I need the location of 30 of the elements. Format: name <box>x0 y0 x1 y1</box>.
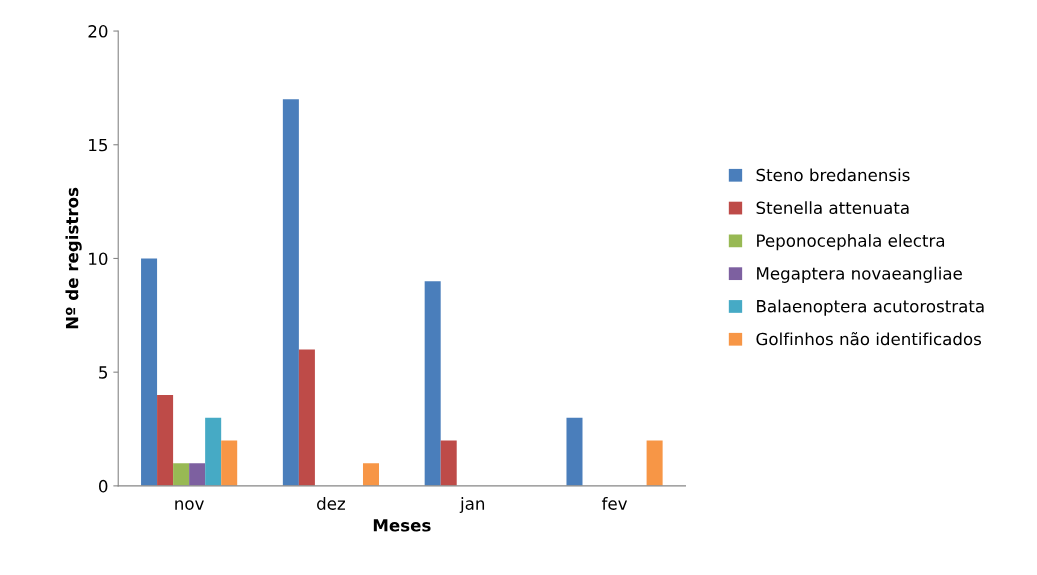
y-tick-label: 5 <box>99 366 108 379</box>
legend-label: Golfinhos não identificados <box>756 332 982 346</box>
legend-label: Megaptera novaeangliae <box>757 266 962 283</box>
bar <box>424 281 441 486</box>
x-tick-label: jan <box>459 496 485 514</box>
y-tick-label: 20 <box>88 25 108 38</box>
bar <box>141 258 158 486</box>
bar <box>566 417 583 486</box>
y-axis-title: Nº de registros <box>65 187 82 329</box>
bar <box>173 463 190 486</box>
bar <box>440 440 457 486</box>
y-tick-label: 10 <box>89 252 108 266</box>
legend-label: Peponocephala electra <box>757 234 945 251</box>
x-tick-label: nov <box>175 500 204 510</box>
y-tick-label: 15 <box>89 138 108 152</box>
bar <box>298 349 315 486</box>
bar <box>282 99 299 486</box>
bar <box>221 440 238 486</box>
bar <box>646 440 663 486</box>
x-tick-label: fev <box>601 496 628 510</box>
bar <box>157 394 174 486</box>
bar <box>189 463 206 486</box>
legend-label: Stenella attenuata <box>756 201 909 215</box>
legend-label: Balaenoptera acutorostrata <box>757 299 984 316</box>
x-tick-label: dez <box>317 496 346 510</box>
y-tick-label: 0 <box>98 479 108 493</box>
bar <box>362 463 380 486</box>
x-axis-title: Meses <box>373 519 431 532</box>
bar <box>205 417 222 486</box>
legend-label: Steno bredanensis <box>756 168 910 182</box>
